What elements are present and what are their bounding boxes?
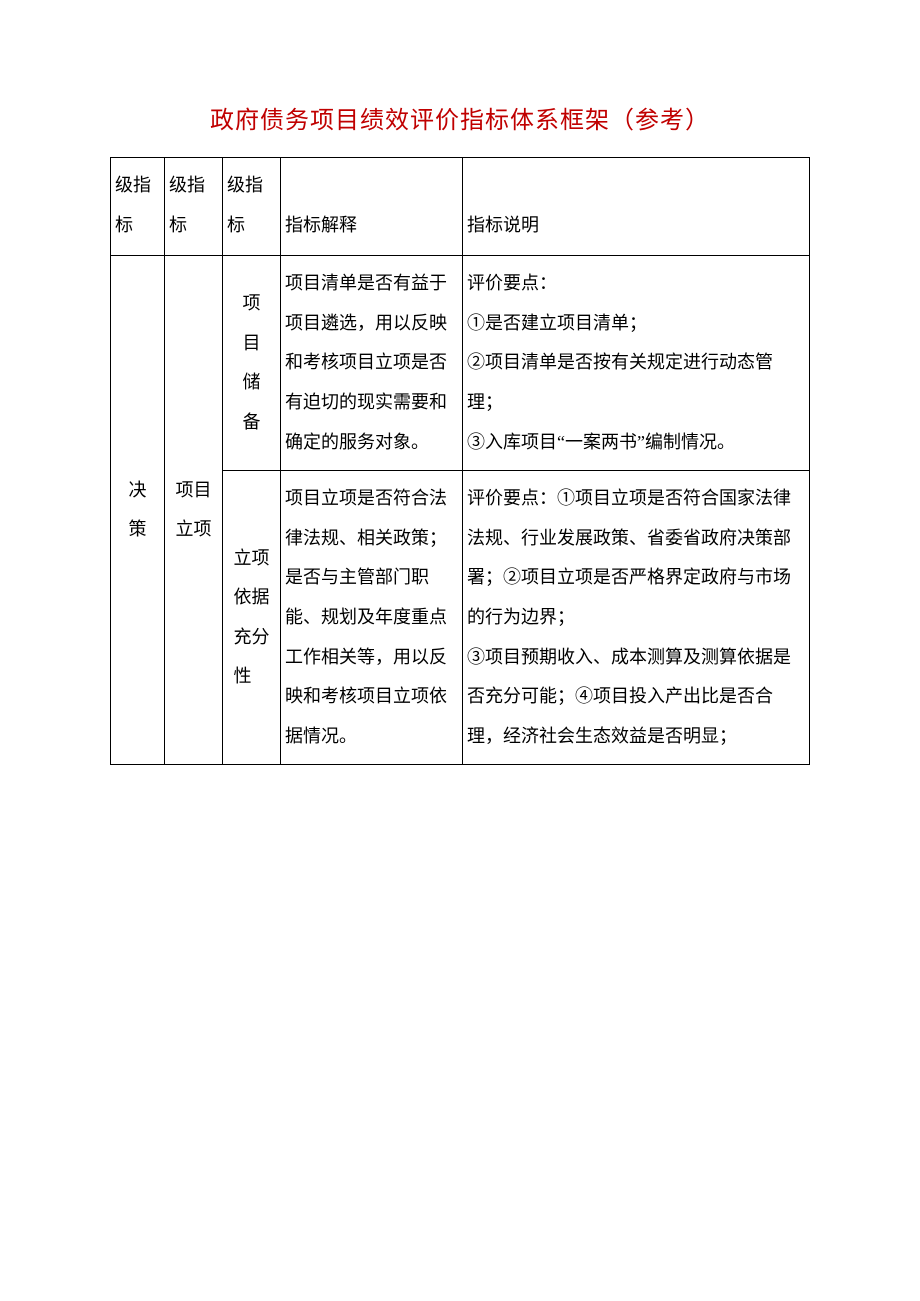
cell-explain: 项目清单是否有益于项目遴选，用以反映和考核项目立项是否有迫切的现实需要和确定的服… bbox=[281, 256, 463, 471]
cell-desc: 评价要点：①是否建立项目清单；②项目清单是否按有关规定进行动态管理；③入库项目“… bbox=[463, 256, 810, 471]
cell-desc: 评价要点：①项目立项是否符合国家法律法规、行业发展政策、省委省政府决策部署；②项… bbox=[463, 471, 810, 765]
col-header-explain: 指标解释 bbox=[281, 158, 463, 256]
col-header-desc: 指标说明 bbox=[463, 158, 810, 256]
col-header-lvl3: 级指标 bbox=[223, 158, 281, 256]
cell-lvl1: 决策 bbox=[111, 256, 165, 765]
cell-lvl3: 立项依据充分性 bbox=[223, 471, 281, 765]
col-header-lvl1: 级指标 bbox=[111, 158, 165, 256]
table-row: 决策 项目立项 项目储备 项目清单是否有益于项目遴选，用以反映和考核项目立项是否… bbox=[111, 256, 810, 471]
cell-explain: 项目立项是否符合法律法规、相关政策；是否与主管部门职能、规划及年度重点工作相关等… bbox=[281, 471, 463, 765]
page-title: 政府债务项目绩效评价指标体系框架（参考） bbox=[110, 100, 810, 135]
col-header-lvl2: 级指标 bbox=[165, 158, 223, 256]
cell-lvl3: 项目储备 bbox=[223, 256, 281, 471]
table-header-row: 级指标 级指标 级指标 指标解释 指标说明 bbox=[111, 158, 810, 256]
indicator-table: 级指标 级指标 级指标 指标解释 指标说明 决策 项目立项 项目储备 项目清单是… bbox=[110, 157, 810, 765]
cell-lvl2: 项目立项 bbox=[165, 256, 223, 765]
